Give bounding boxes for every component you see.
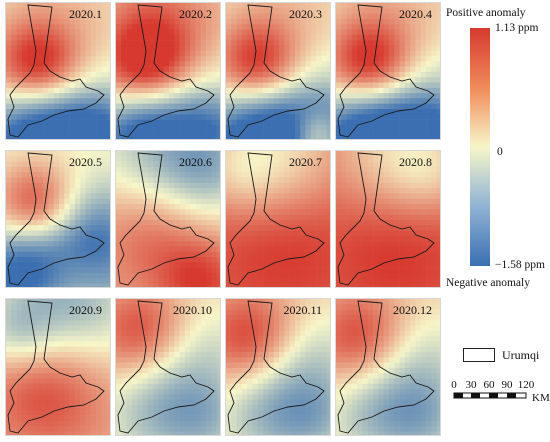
urumqi-boundary <box>7 300 105 434</box>
urumqi-boundary <box>337 4 435 138</box>
urumqi-boundary <box>7 152 105 286</box>
urumqi-boundary <box>227 300 325 434</box>
urumqi-boundary <box>117 300 215 434</box>
scale-tick-0: 0 <box>451 379 457 391</box>
anomaly-heatmap <box>336 3 440 139</box>
panel-month-label: 2020.9 <box>69 303 102 317</box>
anomaly-heatmap <box>116 151 220 287</box>
anomaly-heatmap <box>116 3 220 139</box>
urumqi-boundary <box>337 152 435 286</box>
anomaly-heatmap <box>6 3 110 139</box>
map-panel-7: 2020.7 <box>225 150 331 288</box>
anomaly-heatmap <box>116 299 220 435</box>
anomaly-heatmap <box>226 151 330 287</box>
map-panel-9: 2020.9 <box>5 298 111 436</box>
scale-tick-60: 60 <box>484 379 496 391</box>
boundary-legend-swatch <box>463 348 495 362</box>
panel-month-label: 2020.11 <box>283 303 322 317</box>
panel-month-label: 2020.7 <box>289 155 322 169</box>
anomaly-heatmap <box>226 3 330 139</box>
panel-month-label: 2020.8 <box>399 155 432 169</box>
colorbar <box>470 28 490 266</box>
map-panel-3: 2020.3 <box>225 2 331 140</box>
map-panel-11: 2020.11 <box>225 298 331 436</box>
map-panel-6: 2020.6 <box>115 150 221 288</box>
map-panel-5: 2020.5 <box>5 150 111 288</box>
map-panel-2: 2020.2 <box>115 2 221 140</box>
map-panel-1: 2020.1 <box>5 2 111 140</box>
anomaly-heatmap <box>336 151 440 287</box>
panel-month-label: 2020.3 <box>289 7 322 21</box>
panel-month-label: 2020.4 <box>399 7 432 21</box>
colorbar-max-label: 1.13 ppm <box>495 22 539 34</box>
boundary-legend-label: Urumqi <box>502 348 540 362</box>
panel-month-label: 2020.2 <box>179 7 212 21</box>
map-panel-10: 2020.10 <box>115 298 221 436</box>
colorbar-min-label: −1.58 ppm <box>495 259 545 271</box>
anomaly-heatmap <box>6 299 110 435</box>
scale-bar: 0 30 60 90 120 KM <box>451 379 550 404</box>
urumqi-boundary <box>117 4 215 138</box>
scale-tick-120: 120 <box>518 379 535 391</box>
panel-month-label: 2020.1 <box>69 7 102 21</box>
panel-month-label: 2020.5 <box>69 155 102 169</box>
anomaly-heatmap <box>226 299 330 435</box>
urumqi-boundary <box>117 152 215 286</box>
scale-tick-30: 30 <box>466 379 478 391</box>
panel-month-label: 2020.10 <box>173 303 212 317</box>
urumqi-boundary <box>7 4 105 138</box>
urumqi-boundary <box>227 152 325 286</box>
map-panel-4: 2020.4 <box>335 2 441 140</box>
colorbar-mid-label: 0 <box>497 146 503 158</box>
panel-month-label: 2020.6 <box>179 155 212 169</box>
scale-tick-90: 90 <box>502 379 514 391</box>
legend-negative-label: Negative anomaly <box>446 277 530 289</box>
urumqi-boundary <box>227 4 325 138</box>
map-panel-8: 2020.8 <box>335 150 441 288</box>
legend-positive-label: Positive anomaly <box>446 7 526 19</box>
map-panel-12: 2020.12 <box>335 298 441 436</box>
scale-unit: KM <box>532 392 550 404</box>
anomaly-heatmap <box>6 151 110 287</box>
panel-month-label: 2020.12 <box>393 303 432 317</box>
urumqi-boundary <box>337 300 435 434</box>
anomaly-heatmap <box>336 299 440 435</box>
